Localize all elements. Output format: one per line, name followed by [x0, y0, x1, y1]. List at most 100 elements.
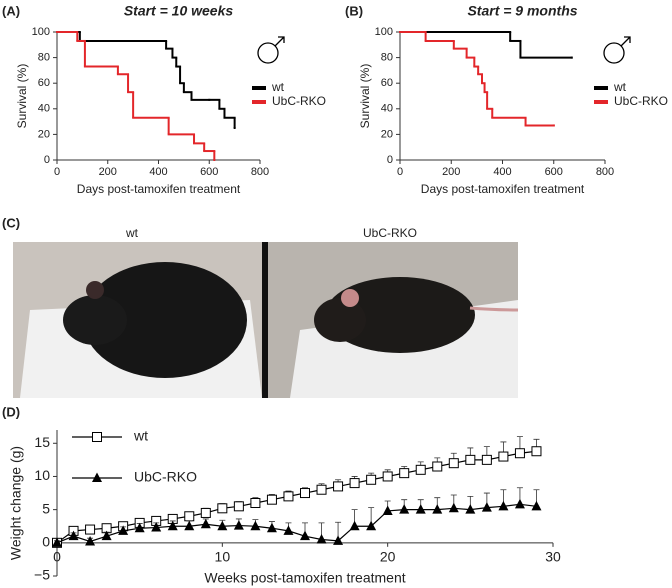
photo-panel — [13, 242, 519, 398]
marker — [448, 502, 459, 513]
marker — [101, 530, 112, 541]
marker — [448, 458, 459, 469]
mouse-rko — [325, 277, 475, 353]
marker — [266, 522, 277, 533]
marker — [250, 498, 261, 508]
marker — [151, 522, 162, 532]
marker — [399, 468, 410, 479]
marker — [465, 454, 476, 465]
marker — [200, 518, 211, 529]
marker — [415, 464, 426, 475]
marker — [333, 535, 344, 545]
y-tick-label: 20 — [381, 128, 393, 140]
x-tick-label: 20 — [380, 549, 396, 565]
tail — [469, 306, 519, 312]
mouse-head — [314, 298, 366, 342]
marker — [184, 511, 195, 522]
marker — [481, 502, 492, 512]
panel-label: (A) — [2, 3, 20, 18]
marker — [531, 500, 542, 511]
marker — [300, 488, 310, 499]
legend-label: UbC-RKO — [272, 94, 326, 108]
y-tick-label: 80 — [381, 52, 393, 64]
y-tick-label: 100 — [375, 26, 393, 38]
panel-label: (C) — [2, 215, 20, 230]
y-tick-label: 60 — [381, 77, 393, 89]
male-symbols — [257, 36, 631, 64]
y-tick-label: 5 — [42, 500, 50, 516]
marker — [200, 507, 211, 518]
marker — [531, 446, 542, 457]
marker — [366, 474, 377, 485]
y-tick-label: 40 — [381, 103, 393, 115]
legend-label: wt — [133, 428, 148, 444]
marker — [266, 494, 277, 505]
series-line — [56, 450, 537, 544]
marker — [85, 535, 96, 546]
legend-label: UbC-RKO — [134, 469, 197, 485]
y-tick-label: 0 — [44, 154, 50, 166]
legend-label: wt — [613, 80, 627, 94]
marker — [118, 525, 129, 535]
marker — [300, 530, 310, 541]
x-tick-label: 0 — [54, 166, 60, 178]
photo-caption: UbC-RKO — [363, 226, 417, 240]
x-tick-label: 600 — [200, 166, 218, 178]
y-axis-label: Weight change (g) — [8, 446, 24, 560]
marker — [514, 448, 525, 459]
x-tick-label: 0 — [53, 549, 61, 565]
marker — [167, 520, 178, 531]
marker — [481, 454, 492, 465]
x-tick-label: 800 — [251, 166, 269, 178]
marker — [233, 501, 244, 512]
legend-marker — [92, 432, 102, 442]
panel-label: (B) — [345, 3, 363, 18]
x-tick-label: 600 — [545, 166, 563, 178]
marker — [217, 503, 228, 514]
marker — [366, 520, 377, 531]
x-tick-label: 800 — [596, 166, 614, 178]
y-tick-label: 10 — [34, 467, 50, 483]
marker — [316, 534, 327, 544]
y-tick-label: 80 — [38, 52, 50, 64]
x-tick-label: 400 — [149, 166, 167, 178]
marker — [85, 524, 96, 535]
y-tick-label: 40 — [38, 103, 50, 115]
x-tick-label: 200 — [99, 166, 117, 178]
legend-marker — [92, 472, 102, 482]
marker — [233, 520, 244, 530]
marker — [184, 520, 195, 531]
marker — [382, 505, 393, 515]
divider — [262, 242, 268, 398]
chart-title: Start = 9 months — [467, 3, 577, 19]
photo-caption: wt — [125, 226, 139, 240]
y-tick-label: 20 — [38, 128, 50, 140]
x-axis-label: Days post-tamoxifen treatment — [421, 182, 585, 196]
marker — [382, 471, 393, 482]
marker — [498, 500, 509, 511]
marker — [349, 478, 360, 489]
y-tick-label: 0 — [42, 534, 50, 550]
marker — [514, 498, 525, 509]
marker — [250, 520, 261, 531]
ear — [86, 281, 104, 299]
marker — [432, 504, 443, 514]
x-axis-label: Days post-tamoxifen treatment — [77, 182, 241, 196]
marker — [465, 504, 476, 514]
marker — [432, 461, 443, 472]
marker — [68, 530, 79, 541]
y-tick-label: 100 — [32, 26, 50, 38]
ear — [341, 289, 359, 307]
chart-title: Start = 10 weeks — [124, 3, 234, 19]
y-tick-label: 60 — [38, 77, 50, 89]
marker — [349, 520, 360, 531]
y-tick-label: −5 — [34, 567, 50, 583]
x-tick-label: 0 — [397, 166, 403, 178]
legend-label: UbC-RKO — [614, 94, 668, 108]
legend-label: wt — [271, 80, 285, 94]
y-axis-label: Survival (%) — [15, 64, 29, 129]
y-axis-label: Survival (%) — [358, 64, 372, 129]
x-axis-label: Weeks post-tamoxifen treatment — [204, 570, 405, 586]
panel-label: (D) — [2, 404, 20, 419]
